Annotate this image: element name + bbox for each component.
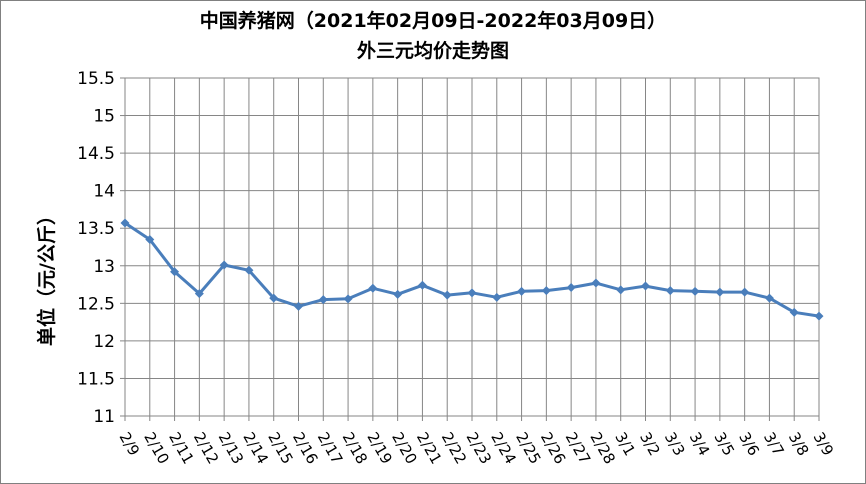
x-tick-label: 2/25 xyxy=(512,429,544,467)
tick-labels: 1111.51212.51313.51414.51515.52/92/102/1… xyxy=(77,69,837,467)
data-point xyxy=(566,283,576,293)
x-tick-label: 2/26 xyxy=(537,429,569,467)
x-tick-label: 2/23 xyxy=(463,429,495,467)
x-tick-label: 3/4 xyxy=(686,429,714,459)
y-tick-label: 13 xyxy=(93,257,115,277)
x-tick-label: 2/21 xyxy=(413,429,445,467)
y-tick-label: 12.5 xyxy=(77,294,115,314)
x-tick-label: 3/2 xyxy=(636,429,664,459)
x-tick-label: 2/15 xyxy=(264,429,296,467)
y-tick-label: 12 xyxy=(93,332,115,352)
data-point xyxy=(120,218,130,228)
data-point xyxy=(244,265,254,275)
plot-area-border xyxy=(124,77,820,417)
series-layer xyxy=(120,218,824,321)
data-point xyxy=(764,293,774,303)
x-tick-label: 2/24 xyxy=(487,429,519,467)
x-tick-label: 3/8 xyxy=(785,429,813,459)
data-point xyxy=(194,289,204,299)
data-point xyxy=(591,278,601,288)
y-tick-label: 13.5 xyxy=(77,219,115,239)
y-tick-label: 14.5 xyxy=(77,144,115,164)
data-point xyxy=(294,301,303,311)
data-point xyxy=(145,234,155,244)
data-point xyxy=(442,290,452,300)
x-tick-label: 3/3 xyxy=(661,429,689,459)
data-point xyxy=(665,286,675,296)
data-point xyxy=(789,307,799,317)
data-point xyxy=(343,294,353,304)
data-point xyxy=(517,286,527,296)
data-point xyxy=(492,292,502,302)
data-point xyxy=(641,281,650,291)
x-tick-label: 2/27 xyxy=(562,429,594,467)
chart-subtitle: 外三元均价走势图 xyxy=(357,39,509,62)
data-point xyxy=(219,260,229,270)
x-tick-label: 2/12 xyxy=(190,429,222,467)
y-axis-label: 单位（元/公斤） xyxy=(35,206,58,346)
x-tick-label: 2/19 xyxy=(363,429,395,467)
x-tick-label: 2/17 xyxy=(314,429,346,467)
data-point xyxy=(269,293,279,303)
data-point xyxy=(740,287,750,297)
data-point xyxy=(393,289,403,299)
chart-title: 中国养猪网（2021年02月09日-2022年03月09日） xyxy=(200,9,666,32)
y-tick-label: 15 xyxy=(93,107,115,127)
axes xyxy=(120,77,820,421)
x-tick-label: 2/22 xyxy=(438,429,470,467)
data-point xyxy=(467,288,477,298)
x-tick-label: 2/11 xyxy=(165,429,197,467)
x-tick-label: 2/20 xyxy=(388,429,420,467)
x-tick-label: 3/5 xyxy=(710,429,738,459)
x-tick-label: 2/16 xyxy=(289,429,321,467)
x-tick-label: 2/9 xyxy=(116,429,144,459)
x-tick-label: 3/7 xyxy=(760,429,788,459)
data-point xyxy=(814,311,824,321)
data-point xyxy=(417,280,427,290)
x-tick-label: 2/10 xyxy=(140,429,172,467)
x-tick-label: 2/18 xyxy=(339,429,371,467)
data-point xyxy=(170,267,180,277)
x-tick-label: 2/13 xyxy=(215,429,247,467)
y-tick-label: 15.5 xyxy=(77,69,115,89)
data-point xyxy=(690,286,700,296)
y-tick-label: 11.5 xyxy=(77,369,115,389)
x-tick-label: 2/14 xyxy=(239,429,271,467)
grid xyxy=(124,77,820,417)
data-point xyxy=(368,283,378,293)
x-tick-label: 3/9 xyxy=(810,429,838,459)
y-tick-label: 14 xyxy=(93,182,115,202)
data-point xyxy=(715,287,725,297)
data-point xyxy=(318,295,328,305)
data-point xyxy=(616,285,626,295)
y-tick-label: 11 xyxy=(93,407,115,427)
x-tick-label: 3/6 xyxy=(735,429,763,459)
x-tick-label: 2/28 xyxy=(586,429,618,467)
data-point xyxy=(541,286,551,296)
